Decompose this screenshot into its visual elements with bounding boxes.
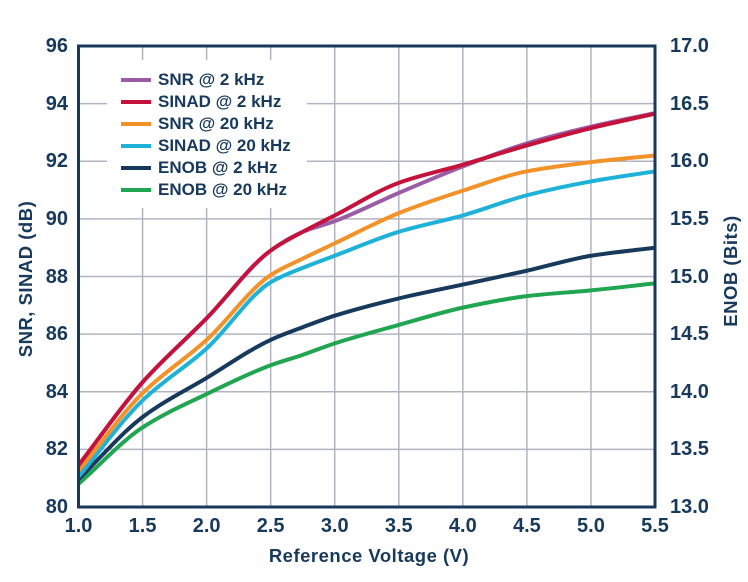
- legend-label: SINAD @ 2 kHz: [158, 92, 282, 111]
- legend-item-sinad-20-khz: SINAD @ 20 kHz: [121, 135, 307, 157]
- y-right-tick-15.0: 15.0: [670, 265, 709, 288]
- series-line-enob-2-khz: [78, 245, 655, 482]
- x-tick-3.0: 3.0: [320, 515, 349, 537]
- x-tick-4.5: 4.5: [512, 515, 541, 537]
- y-left-tick-86: 86: [45, 323, 68, 346]
- legend: SNR @ 2 kHz SINAD @ 2 kHz SNR @ 20 kHz SINA…: [107, 60, 307, 208]
- legend-item-snr-2-khz: SNR @ 2 kHz: [121, 69, 307, 91]
- x-tick-1.0: 1.0: [64, 515, 93, 537]
- y-right-tick-16.5: 16.5: [670, 92, 709, 115]
- series-line-sinad-20-khz: [78, 169, 655, 479]
- legend-item-enob-2-khz: ENOB @ 2 kHz: [121, 157, 307, 179]
- legend-label: ENOB @ 20 kHz: [158, 180, 288, 199]
- y-right-tick-15.5: 15.5: [670, 207, 709, 230]
- x-tick-4.0: 4.0: [448, 515, 477, 537]
- x-tick-2.5: 2.5: [256, 515, 285, 537]
- y-left-tick-92: 92: [45, 150, 68, 173]
- legend-label: ENOB @ 2 kHz: [158, 158, 278, 177]
- legend-label: SNR @ 20 kHz: [158, 114, 274, 133]
- series-line-enob-20-khz: [78, 281, 655, 486]
- x-tick-5.0: 5.0: [577, 515, 605, 537]
- x-tick-1.5: 1.5: [128, 515, 157, 537]
- y-right-tick-14.5: 14.5: [670, 323, 709, 346]
- y-left-tick-88: 88: [45, 265, 68, 288]
- plot-border: [77, 44, 657, 509]
- x-tick-3.5: 3.5: [384, 515, 413, 537]
- legend-swatch: [121, 166, 151, 170]
- x-tick-2.0: 2.0: [192, 515, 221, 537]
- legend-label: SNR @ 2 kHz: [158, 70, 265, 89]
- y-left-tick-80: 80: [45, 496, 68, 518]
- legend-item-sinad-2-khz: SINAD @ 2 kHz: [121, 91, 307, 113]
- y-right-tick-14.0: 14.0: [670, 380, 709, 403]
- y-left-tick-96: 96: [45, 35, 68, 57]
- legend-swatch: [121, 122, 151, 126]
- legend-label: SINAD @ 20 kHz: [158, 136, 291, 155]
- series-line-snr-20-khz: [78, 153, 655, 473]
- legend-swatch: [121, 188, 151, 192]
- x-tick-5.5: 5.5: [641, 515, 669, 537]
- y-left-tick-82: 82: [45, 438, 68, 461]
- legend-item-enob-20-khz: ENOB @ 20 kHz: [121, 179, 307, 201]
- y-right-tick-13.5: 13.5: [670, 438, 709, 461]
- legend-swatch: [121, 100, 151, 104]
- y-left-tick-94: 94: [45, 92, 68, 115]
- series-line-sinad-2-khz: [78, 111, 655, 468]
- y-right-tick-13.0: 13.0: [670, 496, 709, 518]
- y-axis-title-right: ENOB (Bits): [720, 215, 741, 327]
- y-left-tick-90: 90: [45, 207, 68, 230]
- y-right-tick-16.0: 16.0: [670, 150, 709, 173]
- y-right-tick-17.0: 17.0: [670, 35, 709, 57]
- legend-item-snr-20-khz: SNR @ 20 kHz: [121, 113, 307, 135]
- legend-swatch: [121, 78, 151, 82]
- legend-swatch: [121, 144, 151, 148]
- y-axis-title-left: SNR, SINAD (dB): [15, 200, 36, 358]
- y-left-tick-84: 84: [45, 380, 68, 403]
- x-axis-title: Reference Voltage (V): [268, 545, 470, 566]
